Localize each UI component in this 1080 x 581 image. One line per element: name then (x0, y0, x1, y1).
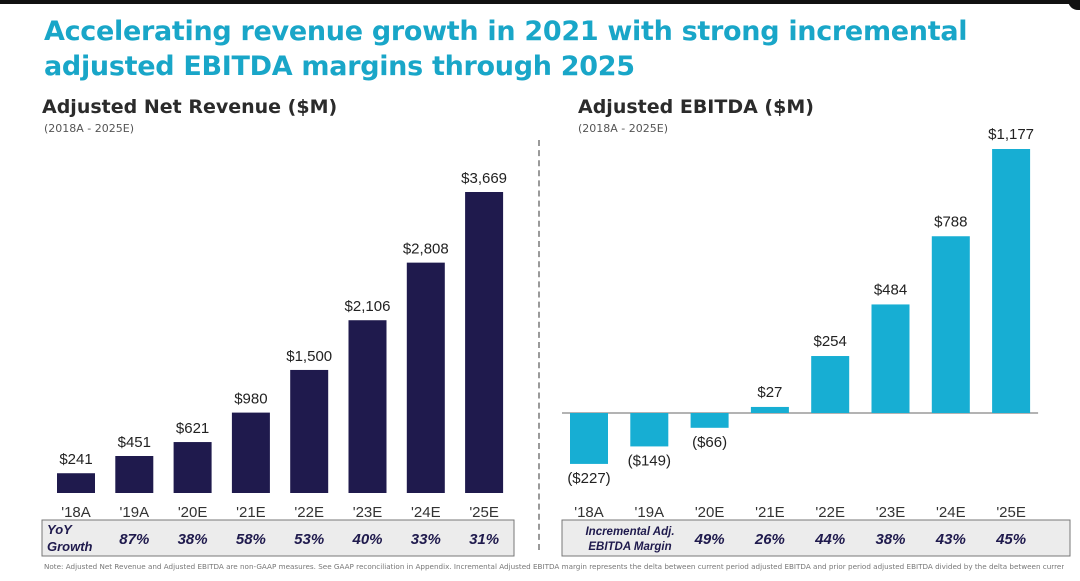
ebitda-bar-chart: ($227) '18A ($149) '19A ($66) '20E $27 '21E $254… (561, 126, 1071, 557)
metric-value-1-2: 49% (694, 531, 725, 548)
metric-label-line1-1: Incremental Adj. (585, 526, 674, 538)
data-label-0-5: $2,106 (345, 298, 391, 315)
data-label-0-2: $621 (176, 420, 209, 437)
data-label-1-6: $788 (934, 213, 967, 230)
bar-1-0 (570, 413, 608, 464)
bar-0-4 (290, 369, 329, 493)
category-label-1-6: '24E (936, 504, 966, 521)
metric-value-1-6: 43% (935, 531, 966, 548)
metric-value-1-4: 44% (814, 531, 845, 548)
data-label-1-2: ($66) (692, 434, 727, 451)
metric-table-1 (561, 519, 1071, 557)
category-label-0-3: '21E (236, 504, 266, 521)
panel-divider (538, 140, 540, 550)
category-label-0-7: '25E (469, 504, 499, 521)
bar-0-6 (406, 262, 445, 493)
bar-1-3 (750, 406, 789, 413)
slide-title: Accelerating revenue growth in 2021 with… (44, 16, 968, 82)
category-label-1-5: '23E (876, 504, 906, 521)
metric-value-0-7: 31% (469, 531, 499, 548)
bar-1-5 (871, 304, 910, 413)
category-label-0-0: '18A (61, 504, 91, 521)
data-label-1-4: $254 (814, 333, 847, 350)
metric-value-0-1: 87% (119, 531, 149, 548)
data-label-1-7: $1,177 (988, 126, 1034, 143)
metric-label-line1-0: YoY (47, 522, 73, 537)
metric-value-0-4: 53% (294, 531, 324, 548)
data-label-1-5: $484 (874, 281, 907, 298)
data-label-0-1: $451 (118, 434, 151, 451)
category-label-0-2: '20E (178, 504, 208, 521)
metric-label-line2-1: EBITDA Margin (588, 541, 671, 553)
data-label-0-4: $1,500 (286, 348, 332, 365)
data-label-0-6: $2,808 (403, 241, 449, 258)
bar-1-6 (931, 236, 970, 413)
top-border (0, 0, 1080, 4)
category-label-0-1: '19A (120, 504, 150, 521)
data-label-0-0: $241 (59, 451, 92, 468)
bar-1-1 (630, 413, 669, 447)
data-label-1-0: ($227) (567, 470, 610, 487)
metric-label-line2-0: Growth (47, 539, 93, 554)
data-label-0-7: $3,669 (461, 170, 507, 187)
bar-0-2 (173, 442, 212, 493)
metric-value-0-6: 33% (411, 531, 441, 548)
data-label-1-3: $27 (757, 384, 782, 401)
category-label-1-3: '21E (755, 504, 785, 521)
bar-0-7 (465, 192, 504, 493)
metric-value-0-3: 58% (236, 531, 266, 548)
metric-value-1-5: 38% (875, 531, 905, 548)
ebitda-chart-subtitle: (2018A - 2025E) (578, 122, 669, 135)
metric-value-1-3: 26% (754, 531, 785, 548)
category-label-1-7: '25E (996, 504, 1026, 521)
bar-0-1 (115, 456, 154, 493)
data-label-0-3: $980 (234, 391, 267, 408)
metric-value-0-2: 38% (178, 531, 208, 548)
bar-0-5 (348, 320, 387, 493)
bar-1-2 (690, 413, 729, 428)
metric-value-0-5: 40% (351, 531, 382, 548)
category-label-1-4: '22E (815, 504, 845, 521)
ebitda-chart-title: Adjusted EBITDA ($M) (578, 96, 814, 118)
bar-1-4 (811, 356, 850, 413)
bar-0-3 (231, 412, 270, 493)
revenue-chart-subtitle: (2018A - 2025E) (44, 122, 135, 135)
data-label-1-1: ($149) (628, 452, 671, 469)
corner-mark (1068, 0, 1080, 10)
bar-0-0 (57, 473, 95, 493)
metric-value-1-7: 45% (995, 531, 1026, 548)
category-label-0-6: '24E (411, 504, 441, 521)
category-label-0-5: '23E (353, 504, 383, 521)
metric-table-0 (41, 519, 515, 557)
revenue-bar-chart: $241 '18A $451 '19A $621 '20E $980 '21E $1,500 '2… (41, 170, 515, 557)
category-label-1-1: '19A (635, 504, 665, 521)
category-label-0-4: '22E (294, 504, 324, 521)
category-label-1-2: '20E (695, 504, 725, 521)
revenue-chart-title: Adjusted Net Revenue ($M) (42, 96, 338, 118)
category-label-1-0: '18A (574, 504, 604, 521)
footnote: Note: Adjusted Net Revenue and Adjusted … (44, 563, 1064, 571)
bar-1-7 (992, 149, 1031, 413)
